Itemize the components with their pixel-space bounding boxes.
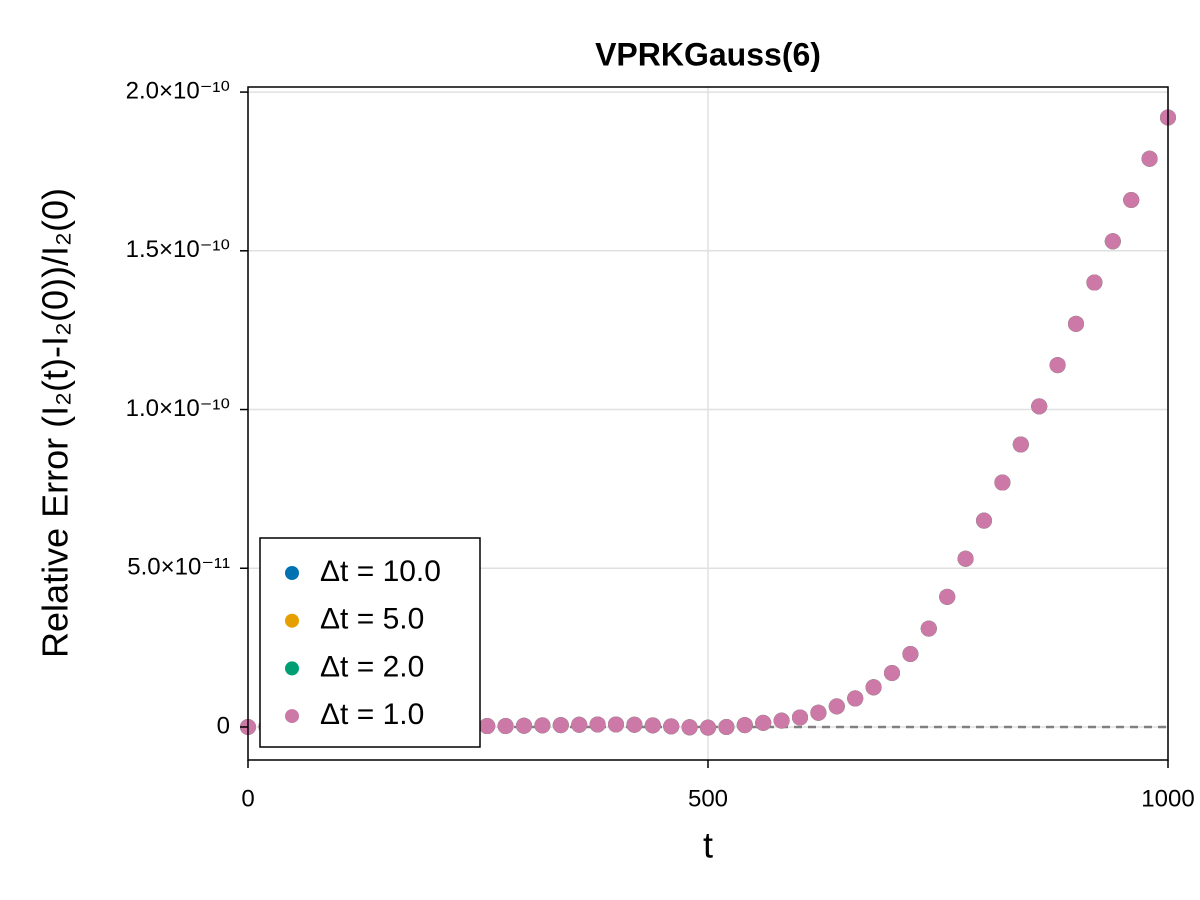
legend-marker <box>285 709 299 724</box>
point <box>792 709 808 726</box>
point <box>479 718 496 735</box>
point <box>865 679 882 696</box>
point <box>534 717 551 734</box>
point <box>552 717 569 734</box>
point <box>773 712 790 729</box>
point <box>736 717 753 734</box>
point <box>608 716 624 733</box>
point <box>1123 192 1140 209</box>
point <box>589 716 606 733</box>
legend-label: Δt = 1.0 <box>320 698 424 731</box>
point <box>497 718 514 735</box>
point <box>939 588 956 605</box>
point <box>957 550 974 567</box>
point <box>1086 274 1103 291</box>
point <box>810 704 827 721</box>
legend-marker <box>285 661 299 676</box>
point <box>700 719 716 736</box>
legend: Δt = 10.0 Δt = 5.0 Δt = 2.0 Δt = 1.0 <box>259 537 481 748</box>
legend-marker <box>285 613 299 628</box>
point <box>884 665 900 682</box>
x-tick-label: 0 <box>241 785 254 812</box>
point <box>663 718 680 735</box>
chart-title: VPRKGauss(6) <box>595 36 821 72</box>
point <box>1031 398 1048 415</box>
legend-label: Δt = 2.0 <box>320 650 424 683</box>
y-tick-label: 1.0×10⁻¹⁰ <box>126 395 230 422</box>
point <box>681 719 698 736</box>
x-tick-label: 1000 <box>1141 785 1194 812</box>
point <box>644 717 661 734</box>
point <box>1012 436 1029 453</box>
point <box>847 690 864 707</box>
point <box>626 716 643 733</box>
point <box>516 717 532 734</box>
point <box>755 714 772 731</box>
legend-marker <box>285 566 299 580</box>
y-tick-label: 2.0×10⁻¹⁰ <box>126 77 230 104</box>
point <box>571 716 588 733</box>
legend-label: Δt = 10.0 <box>320 555 441 588</box>
y-tick-label: 0 <box>217 712 230 739</box>
legend-label: Δt = 5.0 <box>320 603 424 636</box>
point <box>718 718 735 735</box>
point <box>1141 150 1158 167</box>
point <box>994 474 1011 491</box>
y-axis-label: Relative Error (I₂(t)-I₂(0))/I₂(0) <box>35 188 76 658</box>
y-tick-label: 5.0×10⁻¹¹ <box>127 554 230 581</box>
point <box>976 512 992 529</box>
point <box>920 620 937 637</box>
point <box>1049 357 1066 374</box>
x-axis-label: t <box>703 825 713 866</box>
point <box>902 645 919 662</box>
y-tick-label: 1.5×10⁻¹⁰ <box>126 236 230 263</box>
point <box>1104 233 1121 250</box>
x-tick-label: 500 <box>688 785 728 812</box>
point <box>1068 315 1084 332</box>
point <box>828 698 845 715</box>
